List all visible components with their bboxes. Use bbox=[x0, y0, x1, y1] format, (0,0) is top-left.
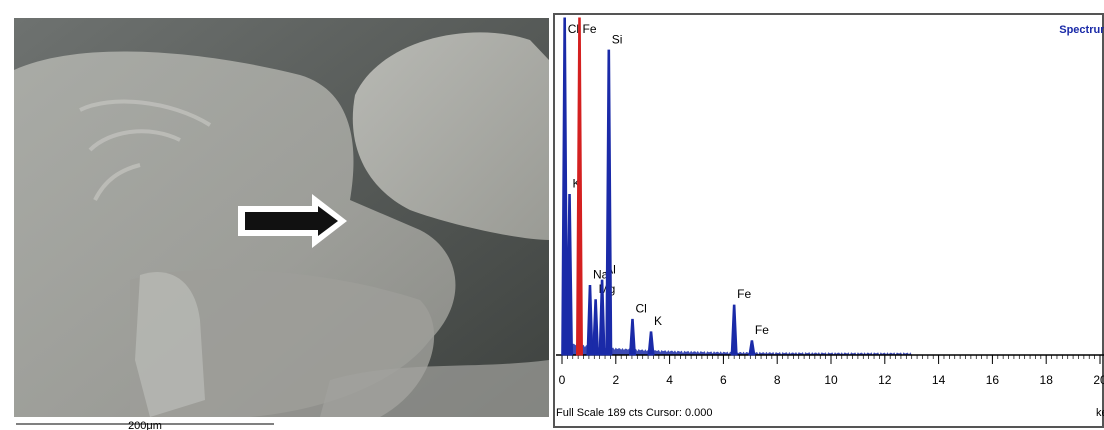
page: 200μm Spectrum Full Scale 189 cts Cursor… bbox=[0, 0, 1104, 430]
peak-label: Si bbox=[612, 32, 623, 46]
x-tick-label: 20 bbox=[1093, 373, 1104, 387]
x-tick-label: 12 bbox=[878, 373, 892, 387]
x-tick-label: 16 bbox=[986, 373, 1000, 387]
spectrum-frame bbox=[554, 14, 1103, 427]
footer: Full Scale 189 cts Cursor: 0.000 bbox=[556, 407, 713, 419]
peak-label: Fe bbox=[582, 22, 596, 36]
sem-image bbox=[14, 18, 549, 417]
x-tick-label: 14 bbox=[932, 373, 946, 387]
peak-label: K bbox=[654, 314, 662, 328]
x-tick-label: 2 bbox=[612, 373, 619, 387]
scale-bar-label: 200μm bbox=[128, 420, 162, 430]
x-tick-label: 8 bbox=[774, 373, 781, 387]
peak-label: Cl bbox=[568, 22, 579, 36]
x-tick-label: 4 bbox=[666, 373, 673, 387]
x-tick-label: 10 bbox=[824, 373, 838, 387]
peak-label: Fe bbox=[737, 287, 751, 301]
x-axis-label: keV bbox=[1096, 407, 1104, 419]
peak-label: Fe bbox=[755, 323, 769, 337]
x-tick-label: 6 bbox=[720, 373, 727, 387]
x-tick-label: 18 bbox=[1040, 373, 1054, 387]
figure: 200μm Spectrum Full Scale 189 cts Cursor… bbox=[0, 0, 1104, 430]
x-tick-label: 0 bbox=[559, 373, 566, 387]
peak-label: Cl bbox=[635, 302, 646, 316]
spectrum-title: Spectrum bbox=[1059, 24, 1104, 36]
